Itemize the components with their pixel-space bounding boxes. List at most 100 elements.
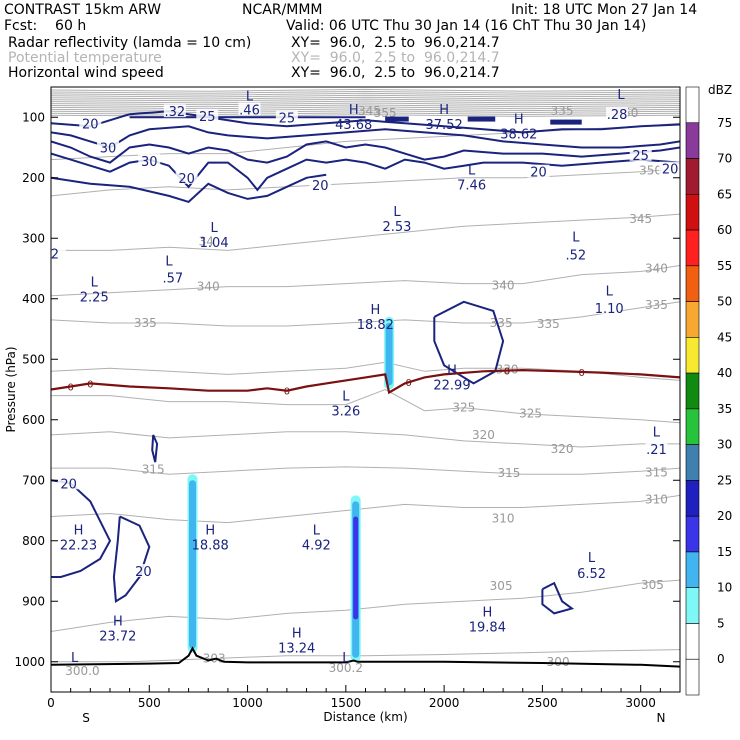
colorbar-swatch xyxy=(685,658,700,696)
theta-label: 335 xyxy=(551,104,574,118)
x-tick-label: 0 xyxy=(47,696,55,710)
theta-contour xyxy=(51,388,680,424)
extremum-marker: L xyxy=(165,254,173,269)
reflectivity-mid xyxy=(385,322,393,386)
xy-reflectivity: XY= 96.0, 2.5 to 96.0,214.7 xyxy=(291,35,500,51)
wind-label-bg xyxy=(564,247,587,261)
wind-label-bg xyxy=(629,147,652,161)
extremum-value: 38.62 xyxy=(500,127,537,142)
wind-label: 2 xyxy=(51,247,59,262)
colorbar: dBZ 0 5 10 15 20 25 30 35 40 45 50 55 60 65 70 75 xyxy=(685,83,732,696)
extremum-value: 4.92 xyxy=(302,539,331,554)
wind-label: .28 xyxy=(607,108,628,123)
y-tick-label: 300 xyxy=(22,231,45,245)
theta-label: 355 xyxy=(374,106,397,120)
extremum-value: 37.52 xyxy=(426,118,463,133)
wind-label-bg xyxy=(79,116,102,130)
wind-label: 20 xyxy=(82,117,99,132)
theta-label: 300.2 xyxy=(329,661,363,675)
theta-bundle-line xyxy=(51,108,680,112)
colorbar-label: 20 xyxy=(717,509,732,523)
jet-core xyxy=(550,119,582,125)
y-tick-label: 900 xyxy=(22,594,45,608)
theta-label: 315 xyxy=(142,462,165,476)
field-reflectivity: Radar reflectivity (lamda = 10 cm) xyxy=(8,35,252,51)
extremum-marker: L xyxy=(211,221,219,236)
theta-label: 350 xyxy=(639,163,662,177)
extremum-marker: L xyxy=(313,524,321,539)
theta-label: 310 xyxy=(492,511,515,525)
wind-label-bg xyxy=(527,164,550,178)
extremum-marker: H xyxy=(74,524,84,539)
wind-label-bg xyxy=(138,153,161,167)
y-tick-label: 800 xyxy=(22,534,45,548)
colorbar-swatch xyxy=(685,337,700,374)
wind-label-bg xyxy=(659,161,680,175)
extremum-marker: H xyxy=(439,103,449,118)
colorbar-swatch xyxy=(685,372,700,410)
extremum-marker: L xyxy=(91,276,99,291)
valid-time: Valid: 06 UTC Thu 30 Jan 14 (16 ChT Thu … xyxy=(286,18,647,34)
colorbar-swatch xyxy=(685,86,700,124)
colorbar-swatch xyxy=(685,229,700,267)
extremum-value: 18.88 xyxy=(192,539,229,554)
colorbar-label: 45 xyxy=(717,330,732,344)
colorbar-swatch xyxy=(685,265,700,302)
theta-label: 300 xyxy=(547,655,570,669)
y-axis-title: Pressure (hPa) xyxy=(4,346,18,432)
y-tick-label: 200 xyxy=(22,171,45,185)
theta-bundle-line xyxy=(51,98,680,102)
x-tick-label: 1000 xyxy=(232,696,263,710)
colorbar-swatch xyxy=(685,122,700,159)
extremum-marker: L xyxy=(572,230,580,245)
wind-label-bg xyxy=(161,270,184,284)
colorbar-swatch xyxy=(685,408,700,445)
theta-bundle-line xyxy=(51,96,680,100)
jet-core xyxy=(385,116,409,122)
x-tick-label: 2000 xyxy=(429,696,460,710)
extremum-value: 3.26 xyxy=(331,404,360,419)
theta-bundle-line xyxy=(51,94,680,98)
x-tick-label: 1500 xyxy=(331,696,362,710)
wind-label-bg xyxy=(645,441,668,455)
wind-contour xyxy=(51,110,680,134)
wind-label: 20 xyxy=(135,565,152,580)
wind-label-bg xyxy=(275,110,298,124)
theta-label: 325 xyxy=(452,401,475,415)
wind-label-bg xyxy=(238,102,261,116)
wind-label: 25 xyxy=(279,111,296,126)
wind-label-bg xyxy=(606,107,629,121)
theta-label: 305 xyxy=(490,579,513,593)
extremum-marker: H xyxy=(292,627,302,642)
wind-label-bg xyxy=(580,565,603,579)
wind-label: .52 xyxy=(565,249,586,264)
wind-label-bg xyxy=(163,104,186,118)
theta-contour xyxy=(51,466,680,475)
extremum-marker: H xyxy=(370,303,380,318)
x-tick-label: 500 xyxy=(138,696,161,710)
theta-label: 315 xyxy=(498,466,521,480)
theta-contour xyxy=(51,649,680,663)
theta-contour xyxy=(51,579,680,632)
reflectivity-columns xyxy=(187,316,395,662)
colorbar-swatch xyxy=(685,587,700,624)
extremum-value: 19.84 xyxy=(469,620,506,635)
wind-label: 25 xyxy=(632,149,649,164)
freezing-label: 0 xyxy=(67,382,73,393)
extremum-marker: H xyxy=(205,524,215,539)
x-end-right: N xyxy=(657,711,666,725)
wind-label: .21 xyxy=(646,443,667,458)
theta-label: 340 xyxy=(645,262,668,276)
colorbar-label: 25 xyxy=(717,473,732,487)
theta-label: 340 xyxy=(197,280,220,294)
wind-label: 30 xyxy=(100,142,117,157)
plot-frame xyxy=(50,86,681,693)
theta-label: 345 xyxy=(629,212,652,226)
colorbar-label: 55 xyxy=(717,259,732,273)
wind-label: 1.10 xyxy=(595,302,624,317)
wind-label-bg xyxy=(97,140,120,154)
wind-contour xyxy=(541,581,575,615)
xy-wind: XY= 96.0, 2.5 to 96.0,214.7 xyxy=(291,65,500,81)
